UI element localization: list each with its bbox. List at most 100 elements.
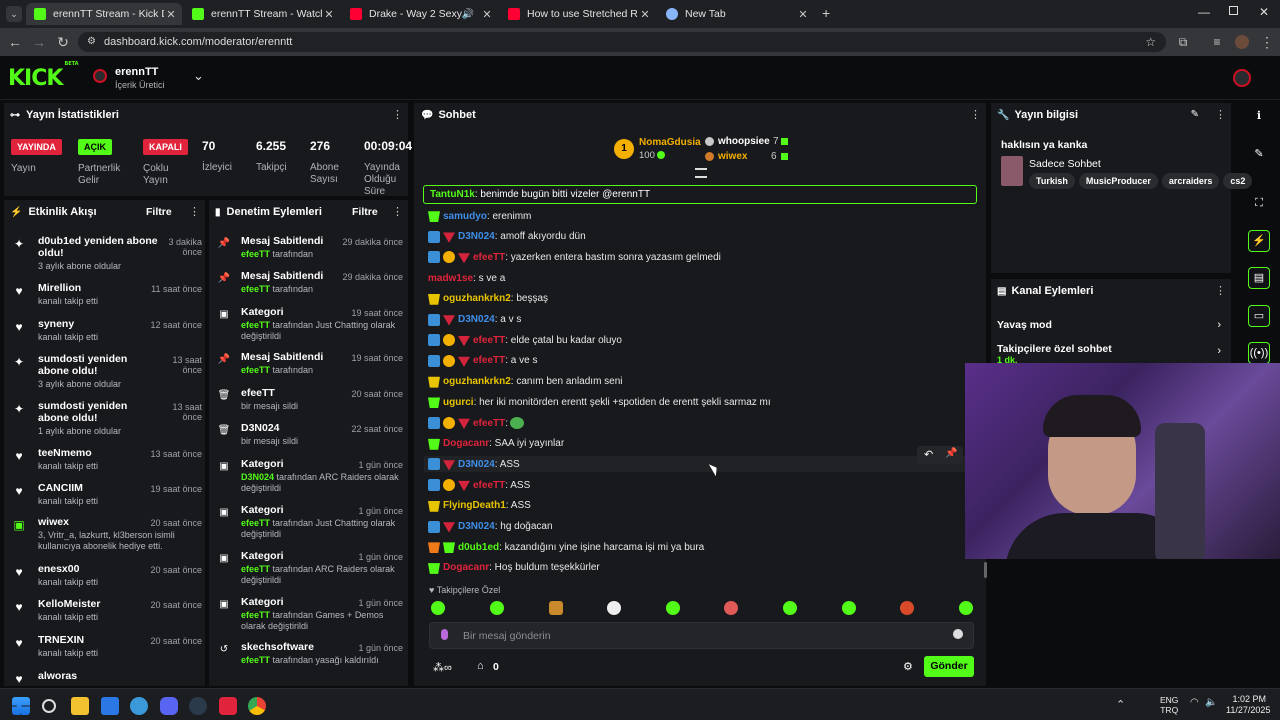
chat-message[interactable]: oguzhankrkn2: beşşaş: [428, 291, 548, 307]
chat-message[interactable]: ugurci: her iki monitörden erentt şekli …: [428, 394, 771, 410]
microphone-icon[interactable]: [441, 629, 448, 640]
moderator-name[interactable]: efeeTT: [241, 564, 271, 574]
activity-item[interactable]: ♥ TRNEXIN kanalı takip etti 20 saat önce: [12, 634, 202, 674]
mod-action-item[interactable]: 🗑 D3N024 bir mesajı sildi 22 saat önce: [217, 422, 403, 462]
activity-item[interactable]: ▣ wiwex 3, Vritr_a, lazkurtt, kl3berson is…: [12, 516, 202, 556]
language-indicator[interactable]: ENG TRQ: [1160, 695, 1179, 715]
chat-username[interactable]: D3N024: [458, 314, 495, 325]
wifi-icon[interactable]: ◠: [1190, 697, 1199, 708]
chat-username[interactable]: oguzhankrkn2: [443, 293, 511, 305]
media-control-icon[interactable]: ≡: [1213, 35, 1221, 49]
chat-username[interactable]: samudyo: [443, 210, 487, 222]
chat-message[interactable]: FlyingDeath1: ASS: [428, 498, 531, 514]
chat-icon[interactable]: ▭: [1248, 305, 1270, 327]
pin-icon[interactable]: 📌: [945, 448, 958, 459]
activity-item[interactable]: ♥ Mirellion kanalı takip etti 11 saat önce: [12, 282, 202, 322]
emote-6[interactable]: [724, 601, 738, 615]
moderator-name[interactable]: efeeTT: [241, 284, 271, 294]
chat-message[interactable]: madw1se: s ve a: [428, 270, 505, 286]
chat-scrollbar[interactable]: [984, 562, 987, 578]
category-name[interactable]: Sadece Sohbet: [1029, 158, 1101, 170]
chat-message[interactable]: efeeTT: yazerken entera bastım sonra yaz…: [428, 249, 721, 265]
tab-kick-watch[interactable]: erennTT Stream - Watch Live o ✕: [184, 3, 340, 25]
tab-youtube-drake[interactable]: Drake - Way 2 Sexy (Audio) 🔊 ✕: [342, 3, 498, 25]
channel-switch-chevron-icon[interactable]: ⌄: [193, 68, 204, 83]
discord-icon[interactable]: [160, 697, 178, 715]
close-icon[interactable]: ✕: [324, 8, 334, 21]
chat-message[interactable]: D3N024: ASS: [424, 456, 974, 473]
chat-message[interactable]: D3N024: a v s: [428, 312, 521, 328]
close-icon[interactable]: ✕: [482, 8, 492, 21]
reply-icon[interactable]: ↶: [924, 449, 934, 461]
pinned-user[interactable]: TantuN1k: [430, 189, 475, 200]
reload-icon[interactable]: ↻: [57, 34, 69, 50]
emote-5[interactable]: [666, 601, 680, 615]
chat-username[interactable]: ugurci: [443, 396, 474, 408]
fullscreen-icon[interactable]: ⛶: [1255, 197, 1263, 209]
channel-avatar[interactable]: [93, 69, 107, 83]
activity-item[interactable]: ✦ d0ub1ed yeniden abone oldu! 3 aylık abon…: [12, 235, 202, 275]
chat-message[interactable]: efeeTT: elde çatal bu kadar oluyo: [428, 332, 622, 348]
chat-message[interactable]: samudyo: erenimm: [428, 208, 531, 224]
chat-username[interactable]: D3N024: [458, 231, 495, 243]
emote-7[interactable]: [783, 601, 797, 615]
activity-item[interactable]: ♥ CANCIIM kanalı takip etti 19 saat önce: [12, 482, 202, 522]
sub-chat-row[interactable]: Takipçilere özel sohbet 1 dk. ›: [997, 343, 1225, 367]
chat-username[interactable]: madw1se: [428, 272, 474, 284]
restore-icon[interactable]: [1229, 6, 1238, 15]
mod-action-item[interactable]: ▣ Kategori D3N024 tarafından ARC Raiders o…: [217, 458, 403, 498]
url-input[interactable]: ⚙ dashboard.kick.com/moderator/erenntt ☆: [78, 32, 1166, 52]
clock[interactable]: 1:02 PM 11/27/2025: [1226, 694, 1271, 715]
collapse-handle-icon[interactable]: [695, 168, 707, 178]
close-icon[interactable]: ✕: [640, 8, 650, 21]
tag-turkish[interactable]: Turkish: [1029, 173, 1075, 189]
tab-search-button[interactable]: ⌄: [6, 6, 22, 22]
chat-message[interactable]: efeeTT: a ve s: [428, 353, 537, 369]
emoji-picker-icon[interactable]: [953, 629, 963, 639]
activity-item[interactable]: ✦ sumdosti yeniden abone oldu! 1 aylık abo…: [12, 400, 202, 440]
edit-icon[interactable]: ✎: [1254, 148, 1264, 160]
mod-action-item[interactable]: ▣ Kategori efeeTT tarafından Just Chatting…: [217, 504, 403, 544]
send-button[interactable]: Gönder: [924, 656, 974, 677]
emote-3[interactable]: [549, 601, 563, 615]
chat-username[interactable]: Dogacanr: [443, 438, 490, 450]
chat-message[interactable]: D3N024: hg doğacan: [428, 519, 553, 535]
activity-menu-icon[interactable]: ⋮: [189, 206, 200, 218]
activity-item[interactable]: ♥ syneny kanalı takip etti 12 saat önce: [12, 318, 202, 358]
back-arrow-icon[interactable]: ←: [8, 34, 22, 50]
close-window-icon[interactable]: ✕: [1259, 5, 1270, 19]
tag-musicproducer[interactable]: MusicProducer: [1078, 173, 1158, 189]
chat-username[interactable]: efeeTT: [473, 251, 506, 263]
chat-message[interactable]: oguzhankrkn2: canım ben anladım seni: [428, 374, 623, 390]
activity-filter-button[interactable]: Filtre: [146, 206, 172, 218]
moderator-name[interactable]: efeeTT: [241, 249, 271, 259]
mod-action-item[interactable]: 📌 Mesaj Sabitlendi efeeTT tarafından 29 dak…: [217, 270, 403, 310]
edit-pencil-icon[interactable]: ✎: [1190, 109, 1199, 120]
emote-4[interactable]: [607, 601, 621, 615]
store-app-icon[interactable]: [101, 697, 119, 715]
tag-arcraiders[interactable]: arcraiders: [1161, 173, 1220, 189]
moderator-name[interactable]: efeeTT: [241, 610, 271, 620]
chat-username[interactable]: d0ub1ed: [458, 541, 500, 553]
mod-action-item[interactable]: ▣ Kategori efeeTT tarafından Just Chatting…: [217, 306, 403, 346]
activity-item[interactable]: ♥ KelloMeister kanalı takip etti 20 saat ön…: [12, 598, 202, 638]
leader-2-name[interactable]: whoopsiee: [718, 136, 770, 147]
volume-icon[interactable]: 🔈: [1205, 697, 1218, 708]
chrome-menu-icon[interactable]: ⋮: [1260, 34, 1274, 50]
chat-username[interactable]: D3N024: [458, 521, 495, 532]
channel-actions-menu-icon[interactable]: ⋮: [1215, 285, 1226, 297]
close-icon[interactable]: ✕: [798, 8, 808, 21]
pinned-message[interactable]: TantuN1k: benimde bugün bitti vizeler @e…: [423, 185, 977, 204]
chat-username[interactable]: efeeTT: [473, 479, 506, 491]
emote-2[interactable]: [490, 601, 504, 615]
activity-item[interactable]: ✦ sumdosti yeniden abone oldu! 3 aylık abo…: [12, 353, 202, 393]
chat-message[interactable]: d0ub1ed: kazandığını yine işine harcama …: [428, 539, 704, 555]
tab-youtube-stretched[interactable]: How to use Stretched Resolution ✕: [500, 3, 656, 25]
mod-action-item[interactable]: ▣ Kategori efeeTT tarafından Games + Demos…: [217, 596, 403, 636]
activity-item[interactable]: ♥ enesx00 kanalı takip etti 20 saat önce: [12, 563, 202, 603]
quick-actions-bolt-icon[interactable]: ⚡: [1248, 230, 1270, 252]
minimize-icon[interactable]: —: [1198, 5, 1210, 19]
tag-cs2[interactable]: cs2: [1223, 173, 1253, 189]
stream-info-menu-icon[interactable]: ⋮: [1215, 109, 1226, 121]
emote-8[interactable]: [842, 601, 856, 615]
